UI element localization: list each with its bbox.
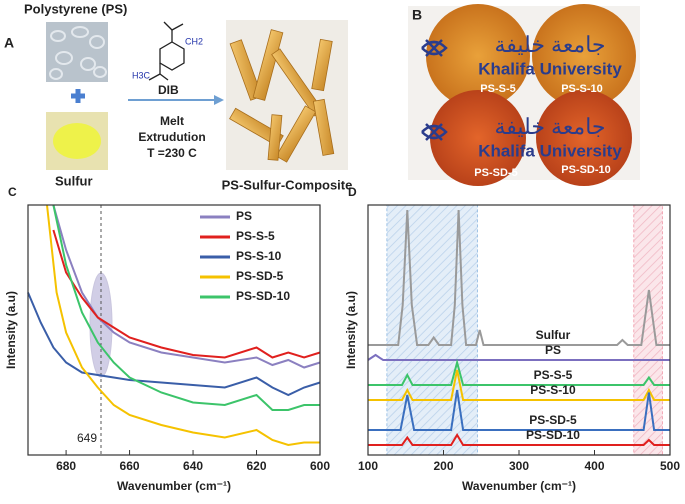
series-line	[368, 358, 670, 386]
panel-label: C	[8, 185, 17, 199]
sample-label: PS-S-5	[480, 83, 515, 95]
panel-label: D	[348, 185, 357, 199]
x-tick-label: 640	[183, 459, 203, 473]
plus-sign	[71, 89, 85, 103]
series-line	[368, 209, 670, 346]
reference-label: 649	[77, 431, 97, 445]
series-label: PS-SD-10	[526, 428, 580, 442]
shaded-range	[386, 204, 478, 456]
legend-label: PS	[236, 209, 252, 223]
dib-structure	[148, 21, 185, 81]
y-axis-label: Intensity (a.u)	[4, 291, 18, 369]
x-tick-label: 200	[433, 459, 453, 473]
x-axis-label: Wavenumber (cm⁻¹)	[117, 479, 231, 493]
series-line	[52, 229, 321, 359]
condition: Melt	[160, 114, 184, 128]
condition: Extrudution	[138, 130, 205, 144]
sample-label: PS-SD-10	[561, 164, 611, 176]
series-label: Sulfur	[536, 328, 571, 342]
logo-mark	[421, 39, 448, 141]
series-line	[52, 204, 321, 369]
sulfur-label: Sulfur	[55, 173, 93, 188]
logo-arabic: جامعة خليفة	[494, 114, 605, 139]
ps-title: Polystyrene (PS)	[24, 1, 127, 16]
series-line	[46, 204, 320, 447]
reagent-label: DIB	[158, 83, 179, 97]
series-line	[368, 369, 670, 401]
disc	[430, 90, 526, 186]
h3c-label: H3C	[132, 70, 151, 80]
y-axis-label: Intensity (a.u)	[344, 291, 358, 369]
composite-rods	[229, 29, 335, 163]
condition: T =230 C	[147, 146, 197, 160]
x-tick-label: 100	[358, 459, 378, 473]
product-label: PS-Sulfur-Composite	[222, 177, 353, 192]
logo-arabic: جامعة خليفة	[494, 32, 605, 57]
series-label: PS-SD-5	[529, 413, 577, 427]
series-label: PS-S-5	[534, 368, 573, 382]
panel-label: B	[412, 7, 422, 23]
ps-pellets	[49, 26, 107, 80]
plot-frame	[27, 204, 321, 456]
legend-label: PS-S-5	[236, 229, 275, 243]
x-tick-label: 660	[120, 459, 140, 473]
sample-label: PS-S-10	[561, 83, 603, 95]
logo-english: Khalifa University	[478, 141, 622, 160]
series-label: PS	[545, 343, 561, 357]
disc	[532, 4, 636, 108]
x-axis-label: Wavenumber (cm⁻¹)	[462, 479, 576, 493]
series-label: PS-S-10	[530, 383, 576, 397]
sulfur-powder	[53, 123, 101, 159]
legend-label: PS-SD-5	[236, 269, 284, 283]
logo-english: Khalifa University	[478, 59, 622, 78]
x-tick-label: 300	[509, 459, 529, 473]
arrowhead	[214, 95, 224, 105]
legend-label: PS-SD-10	[236, 289, 290, 303]
ch2-label: CH2	[185, 36, 203, 46]
series-line	[367, 353, 670, 361]
sample-label: PS-SD-5	[474, 167, 517, 179]
x-tick-label: 500	[660, 459, 680, 473]
panel-label: A	[4, 35, 14, 51]
legend-label: PS-S-10	[236, 249, 282, 263]
series-line	[27, 292, 321, 397]
x-tick-label: 600	[310, 459, 330, 473]
series-line	[52, 204, 320, 411]
disc	[426, 4, 530, 108]
series-line	[368, 433, 670, 446]
disc	[536, 90, 632, 186]
series-line	[368, 389, 670, 431]
x-tick-label: 400	[584, 459, 604, 473]
shaded-range	[633, 204, 663, 456]
x-tick-label: 680	[56, 459, 76, 473]
x-tick-label: 620	[247, 459, 267, 473]
